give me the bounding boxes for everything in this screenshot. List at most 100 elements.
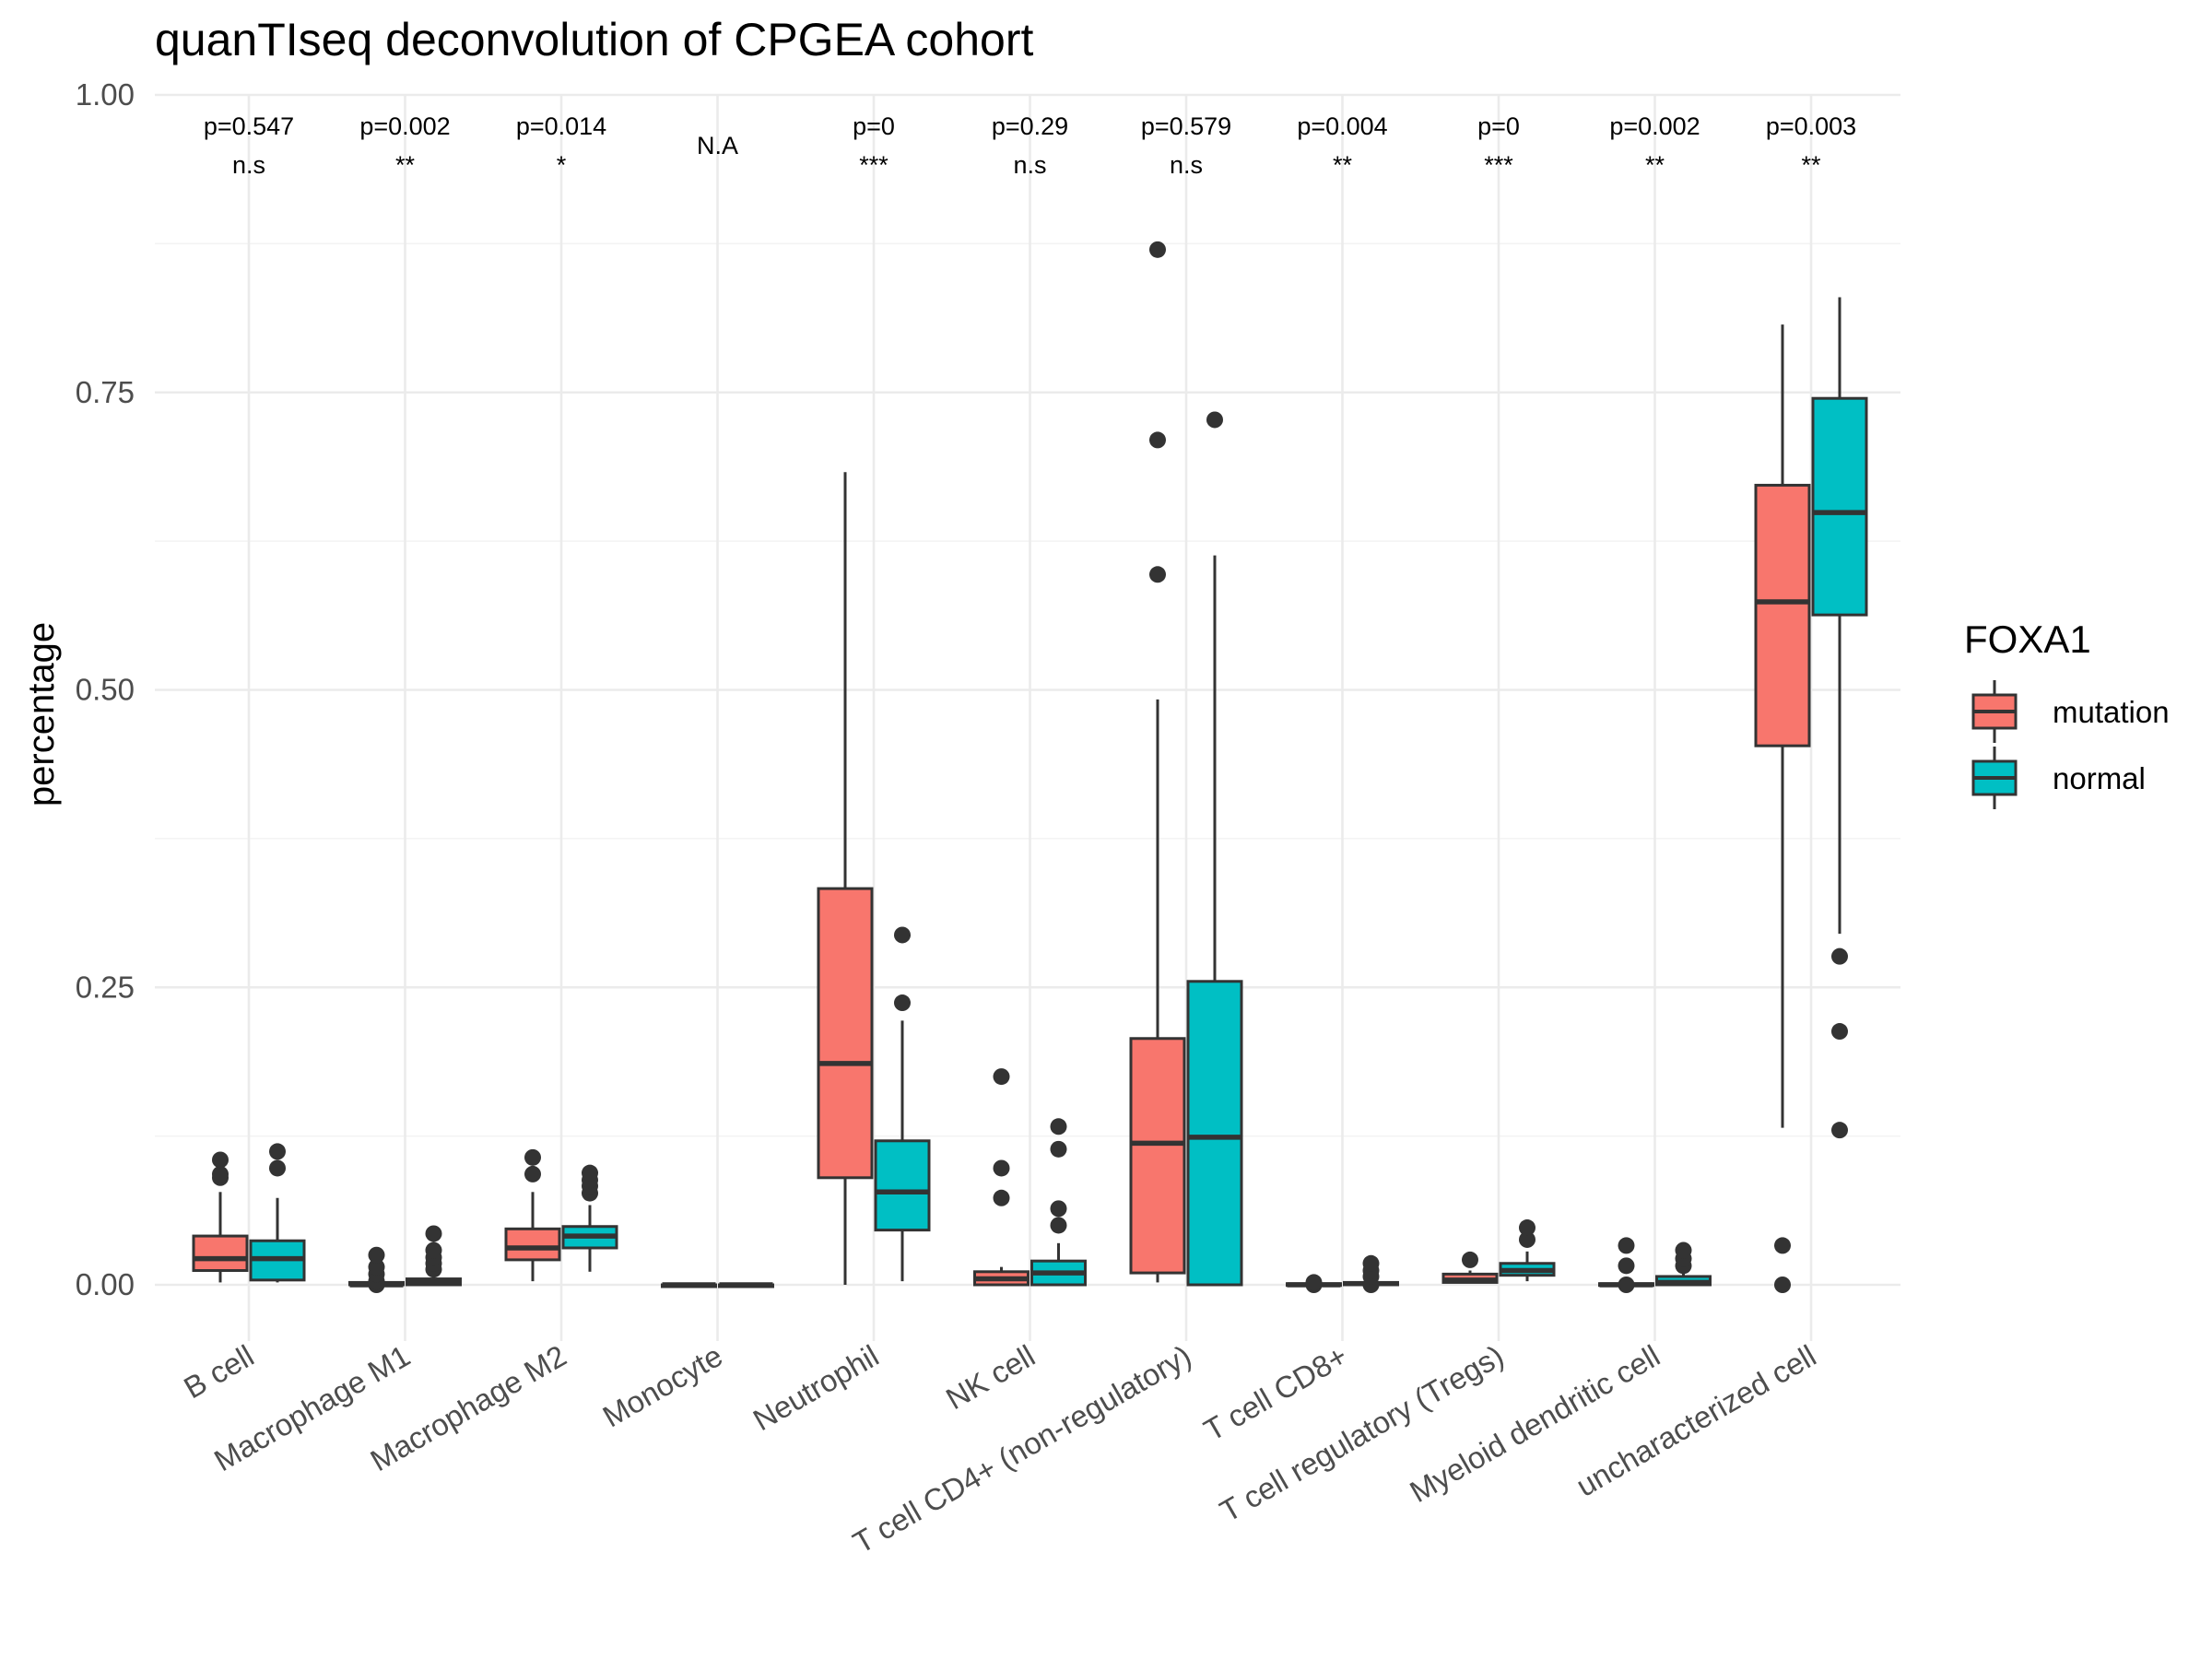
box-body: [874, 1139, 931, 1232]
box-body: [192, 1234, 249, 1273]
p-value-label: p=0.002: [359, 112, 450, 140]
box-body: [1186, 980, 1243, 1287]
p-value-label: p=0.29: [992, 112, 1068, 140]
outlier-point: [1050, 1140, 1067, 1158]
outlier-point: [1206, 411, 1223, 429]
chart-title: quanTIseq deconvolution of CPGEA cohort: [155, 14, 1033, 65]
p-value-label: p=0: [853, 112, 895, 140]
outlier-point: [1774, 1237, 1791, 1254]
outlier-point: [1050, 1217, 1067, 1234]
outlier-point: [425, 1241, 442, 1259]
outlier-point: [1050, 1200, 1067, 1218]
p-value-label: p=0.003: [1766, 112, 1856, 140]
box-mutation-5: [973, 1068, 1030, 1287]
outlier-point: [1149, 566, 1166, 583]
outlier-point: [1831, 1122, 1848, 1139]
x-tick-label: NK cell: [940, 1338, 1041, 1416]
box-body: [504, 1227, 561, 1262]
outlier-point: [894, 994, 911, 1012]
outlier-point: [1618, 1237, 1635, 1254]
outlier-point: [524, 1165, 541, 1182]
legend-entry-mutation: mutation: [1971, 680, 2170, 743]
box-normal-7: [1343, 1254, 1399, 1293]
outlier-point: [1149, 431, 1166, 449]
x-tick-label: Monocyte: [597, 1338, 728, 1434]
box-body: [1811, 396, 1868, 617]
outlier-point: [1362, 1254, 1380, 1272]
significance-label: **: [1645, 151, 1665, 179]
box-normal-0: [249, 1143, 306, 1283]
outlier-point: [269, 1159, 286, 1177]
boxes-layer: [192, 241, 1868, 1293]
significance-annotations: p=0.547 n.s p=0.002 ** p=0.014 * N.A p=0 *** p=0.…: [204, 112, 1856, 179]
box-normal-2: [561, 1164, 618, 1272]
outlier-point: [212, 1165, 229, 1182]
legend-title: FOXA1: [1964, 618, 2091, 661]
box-normal-4: [874, 926, 931, 1282]
significance-label: **: [395, 151, 416, 179]
legend-entry-normal: normal: [1971, 747, 2146, 809]
y-tick-label: 1.00: [76, 77, 135, 112]
outlier-point: [993, 1068, 1010, 1086]
outlier-point: [1831, 1023, 1848, 1041]
box-mutation-8: [1441, 1251, 1499, 1284]
box-normal-8: [1499, 1219, 1556, 1282]
outlier-point: [1050, 1118, 1067, 1135]
y-axis-ticks: 0.00 0.25 0.50 0.75 1.00: [76, 77, 135, 1301]
outlier-point: [1831, 947, 1848, 965]
outlier-point: [894, 926, 911, 944]
significance-label: n.s: [232, 151, 265, 179]
significance-label: n.s: [1013, 151, 1046, 179]
outlier-point: [1675, 1241, 1692, 1259]
y-tick-label: 0.00: [76, 1267, 135, 1301]
significance-label: n.s: [1170, 151, 1203, 179]
p-value-label: p=0.002: [1609, 112, 1700, 140]
x-tick-label: Neutrophil: [747, 1338, 885, 1437]
x-tick-label: Myeloid dendritic cell: [1404, 1338, 1665, 1509]
outlier-point: [1519, 1219, 1535, 1237]
y-tick-label: 0.50: [76, 673, 135, 707]
box-normal-9: [1655, 1241, 1712, 1287]
p-value-label: p=0.004: [1297, 112, 1387, 140]
box-normal-6: [1186, 411, 1243, 1287]
x-tick-label: B cell: [178, 1338, 259, 1405]
box-body: [817, 887, 874, 1180]
box-mutation-1: [348, 1246, 405, 1293]
outlier-point: [1462, 1251, 1478, 1268]
outlier-point: [993, 1189, 1010, 1206]
outlier-point: [1618, 1277, 1635, 1293]
grid-lines: [155, 93, 1900, 1341]
outlier-point: [582, 1164, 598, 1182]
significance-label: *: [557, 151, 567, 179]
legend-label: normal: [2053, 761, 2146, 795]
outlier-point: [425, 1225, 442, 1242]
significance-label: ***: [1484, 151, 1513, 179]
outlier-point: [1305, 1274, 1323, 1291]
box-mutation-10: [1754, 324, 1811, 1293]
y-axis-label: percentage: [21, 622, 62, 806]
x-tick-label: T cell regulatory (Tregs): [1214, 1338, 1509, 1528]
outlier-point: [993, 1159, 1010, 1177]
outlier-point: [1618, 1257, 1635, 1275]
significance-label: N.A: [697, 132, 738, 159]
box-mutation-6: [1129, 241, 1186, 1283]
outlier-point: [1519, 1230, 1535, 1248]
box-body: [1754, 483, 1811, 747]
box-mutation-3: [661, 1282, 717, 1288]
significance-label: **: [1801, 151, 1821, 179]
significance-label: **: [1333, 151, 1353, 179]
outlier-point: [524, 1148, 541, 1166]
outlier-point: [368, 1246, 385, 1264]
y-tick-label: 0.75: [76, 375, 135, 409]
outlier-point: [1149, 241, 1166, 258]
box-normal-10: [1811, 297, 1868, 1139]
significance-label: ***: [859, 151, 888, 179]
box-mutation-9: [1598, 1237, 1654, 1293]
box-normal-5: [1030, 1118, 1087, 1287]
p-value-label: p=0.579: [1141, 112, 1231, 140]
legend: FOXA1 mutation normal: [1964, 618, 2170, 809]
outlier-point: [269, 1143, 286, 1160]
box-mutation-7: [1286, 1274, 1342, 1293]
